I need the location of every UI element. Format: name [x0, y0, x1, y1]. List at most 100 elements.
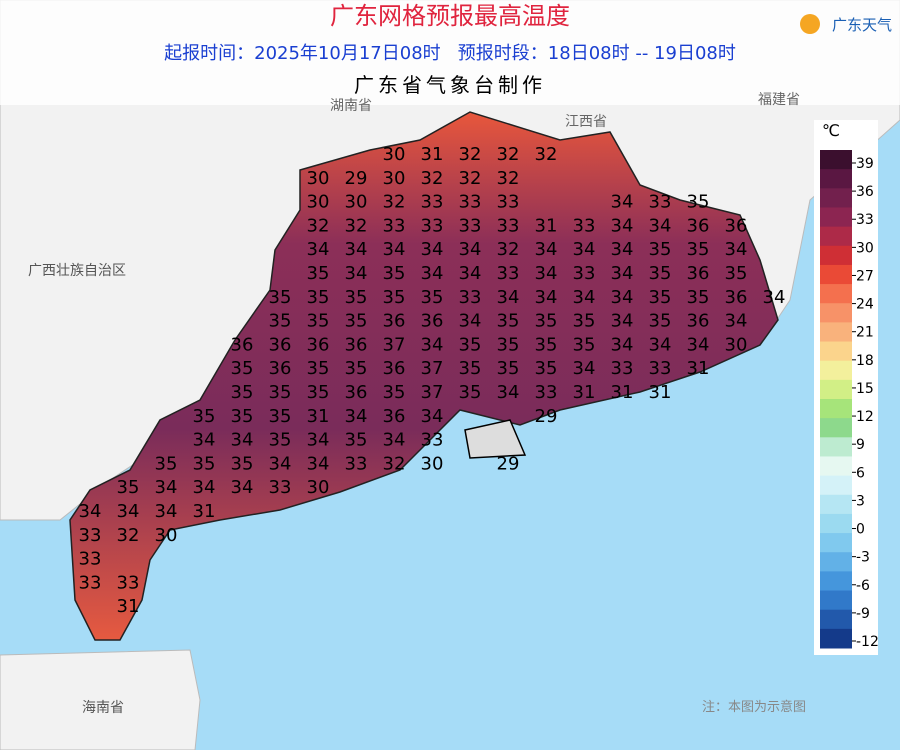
grid-value: 34: [573, 239, 596, 260]
grid-value: 33: [79, 572, 102, 593]
grid-value: 34: [611, 287, 634, 308]
grid-value: 35: [307, 263, 330, 284]
grid-value: 34: [611, 311, 634, 332]
grid-value: 33: [573, 215, 596, 236]
grid-value: 35: [269, 406, 292, 427]
grid-value: 35: [193, 406, 216, 427]
legend-swatch: [820, 322, 852, 343]
legend-label: 36: [856, 184, 874, 200]
legend-swatch: [820, 399, 852, 419]
grid-value: 34: [345, 263, 368, 284]
legend-swatch: [820, 245, 852, 266]
grid-value: 30: [383, 144, 406, 165]
logo-icon: [800, 14, 820, 34]
grid-value: 33: [459, 192, 482, 213]
grid-value: 33: [649, 358, 672, 379]
grid-value: 33: [345, 453, 368, 474]
grid-value: 34: [535, 239, 558, 260]
grid-value: 35: [725, 263, 748, 284]
hainan: [0, 649, 201, 750]
place: 海南省: [82, 700, 124, 716]
grid-value: 33: [79, 525, 102, 546]
grid-value: 34: [269, 453, 292, 474]
legend-label: 6: [856, 465, 865, 481]
title: 广东网格预报最高温度: [330, 2, 570, 30]
grid-value: 29: [345, 168, 368, 189]
legend-swatch: [820, 188, 852, 208]
grid-value: 31: [611, 382, 634, 403]
grid-value: 33: [421, 192, 444, 213]
legend-unit: ℃: [822, 121, 840, 140]
grid-value: 35: [269, 311, 292, 332]
grid-value: 31: [649, 382, 672, 403]
grid-value: 35: [307, 382, 330, 403]
grid-value: 34: [535, 263, 558, 284]
grid-value: 30: [725, 334, 748, 355]
legend-swatch: [820, 284, 852, 304]
grid-value: 35: [573, 334, 596, 355]
grid-value: 35: [307, 311, 330, 332]
grid-value: 37: [383, 334, 406, 355]
grid-value: 36: [687, 215, 710, 236]
grid-value: 34: [307, 430, 330, 451]
grid-value: 32: [117, 525, 140, 546]
place: 江西省: [565, 114, 607, 130]
grid-value: 34: [383, 239, 406, 260]
grid-value: 35: [535, 358, 558, 379]
grid-value: 33: [421, 215, 444, 236]
grid-value: 32: [497, 239, 520, 260]
grid-value: 35: [345, 287, 368, 308]
grid-value: 36: [231, 334, 254, 355]
grid-value: 35: [231, 382, 254, 403]
grid-value: 34: [611, 239, 634, 260]
grid-value: 31: [535, 215, 558, 236]
grid-value: 35: [459, 334, 482, 355]
grid-value: 32: [535, 144, 558, 165]
grid-value: 33: [459, 215, 482, 236]
grid-value: 33: [421, 430, 444, 451]
grid-value: 34: [649, 215, 672, 236]
grid-value: 33: [269, 477, 292, 498]
grid-value: 33: [497, 192, 520, 213]
grid-value: 31: [117, 596, 140, 617]
grid-value: 35: [117, 477, 140, 498]
grid-value: 34: [155, 501, 178, 522]
grid-value: 35: [535, 311, 558, 332]
place: 广西壮族自治区: [28, 263, 126, 279]
legend-swatch: [820, 379, 852, 400]
grid-value: 35: [231, 358, 254, 379]
grid-value: 32: [421, 168, 444, 189]
grid-value: 36: [383, 406, 406, 427]
legend-swatch: [820, 475, 852, 496]
grid-value: 30: [345, 192, 368, 213]
grid-value: 34: [649, 334, 672, 355]
grid-value: 32: [345, 215, 368, 236]
grid-value: 34: [421, 406, 444, 427]
grid-value: 35: [307, 287, 330, 308]
legend-label: -6: [856, 578, 870, 594]
legend-swatch: [820, 207, 852, 228]
legend-swatch: [820, 169, 852, 189]
guangdong: [69, 111, 779, 641]
grid-value: 35: [497, 311, 520, 332]
legend-swatch: [820, 533, 852, 553]
grid-value: 34: [573, 358, 596, 379]
grid-value: 35: [649, 263, 672, 284]
grid-value: 34: [573, 287, 596, 308]
legend-swatch: [820, 590, 852, 611]
grid-value: 33: [611, 358, 634, 379]
grid-value: 34: [307, 239, 330, 260]
grid-value: 34: [611, 263, 634, 284]
grid-value: 34: [193, 477, 216, 498]
grid-value: 34: [497, 382, 520, 403]
grid-value: 29: [497, 453, 520, 474]
grid-value: 35: [535, 334, 558, 355]
place: 湖南省: [330, 98, 372, 114]
grid-value: 34: [307, 453, 330, 474]
hongkong-area: [464, 419, 527, 459]
grid-value: 35: [459, 358, 482, 379]
grid-value: 34: [611, 215, 634, 236]
legend-label: -3: [856, 550, 870, 566]
grid-value: 36: [687, 263, 710, 284]
